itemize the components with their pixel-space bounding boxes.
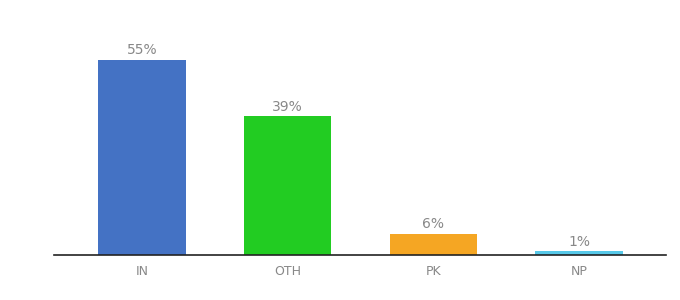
Text: 39%: 39% <box>272 100 303 114</box>
Text: 1%: 1% <box>568 235 590 249</box>
Text: 6%: 6% <box>422 217 444 231</box>
Bar <box>535 251 623 255</box>
Text: 55%: 55% <box>126 43 157 57</box>
Bar <box>98 59 186 255</box>
Bar <box>244 116 331 255</box>
Bar <box>390 234 477 255</box>
